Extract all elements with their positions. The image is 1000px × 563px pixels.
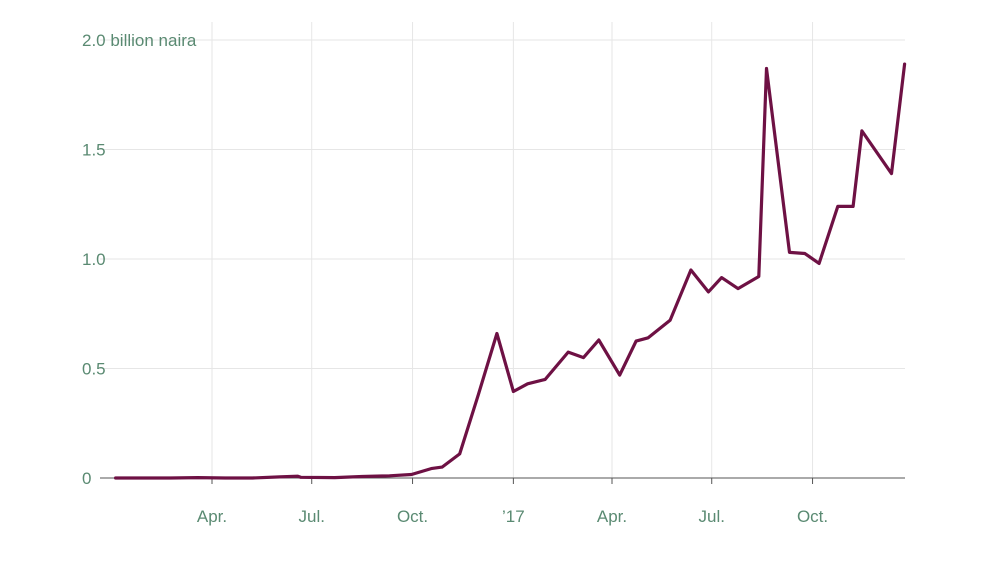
data-point: [296, 475, 299, 478]
data-point: [440, 465, 444, 469]
data-point: [224, 476, 227, 480]
series-line: [113, 62, 907, 480]
y-tick-label: 2.0 billion naira: [82, 31, 197, 50]
y-tick-label: 1.5: [82, 141, 106, 160]
data-point: [851, 205, 855, 208]
x-tick-label: Apr.: [197, 507, 227, 526]
tick-labels: 0 0.5 1.0 1.5 2.0 billion naira Apr. Jul. Oct. ’…: [82, 31, 828, 526]
data-point: [567, 350, 570, 354]
data-point: [114, 476, 117, 480]
data-point: [618, 373, 621, 377]
x-tick-label: Apr.: [597, 507, 627, 526]
data-point: [788, 251, 791, 254]
data-point: [597, 338, 600, 342]
data-point: [817, 262, 821, 265]
x-tick-label: ’17: [502, 507, 525, 526]
data-point: [668, 319, 672, 322]
x-tick-label: Jul.: [298, 507, 324, 526]
y-tick-label: 1.0: [82, 250, 106, 269]
data-point: [141, 476, 145, 480]
data-point: [689, 268, 693, 272]
y-tick-label: 0.5: [82, 360, 106, 379]
data-point: [903, 62, 906, 66]
data-point: [582, 356, 585, 359]
data-point: [526, 382, 529, 385]
data-point: [196, 476, 199, 479]
data-point: [765, 67, 768, 70]
data-point: [388, 474, 391, 477]
data-point: [707, 290, 710, 294]
data-point: [720, 276, 723, 279]
data-point: [736, 287, 740, 290]
data-point: [860, 129, 864, 133]
data-point: [803, 252, 807, 255]
data-point: [890, 172, 893, 175]
data-point: [410, 473, 413, 476]
grid-lines: [100, 22, 905, 478]
data-point: [512, 390, 515, 393]
data-point: [458, 452, 461, 456]
data-point: [757, 275, 760, 278]
series-layer: [113, 62, 907, 480]
y-tick-label: 0: [82, 469, 91, 488]
data-point: [278, 475, 282, 479]
x-tick-label: Jul.: [698, 507, 724, 526]
data-point: [333, 476, 336, 479]
data-point: [477, 393, 480, 396]
data-point: [634, 339, 638, 343]
data-point: [647, 336, 650, 339]
data-point: [495, 332, 499, 335]
data-point: [251, 476, 254, 480]
data-point: [836, 205, 839, 208]
data-point: [430, 467, 433, 470]
data-point: [544, 378, 547, 381]
x-tick-label: Oct.: [797, 507, 828, 526]
x-tick-label: Oct.: [397, 507, 428, 526]
data-point: [169, 476, 172, 480]
data-point: [360, 475, 364, 478]
data-point: [299, 476, 302, 479]
